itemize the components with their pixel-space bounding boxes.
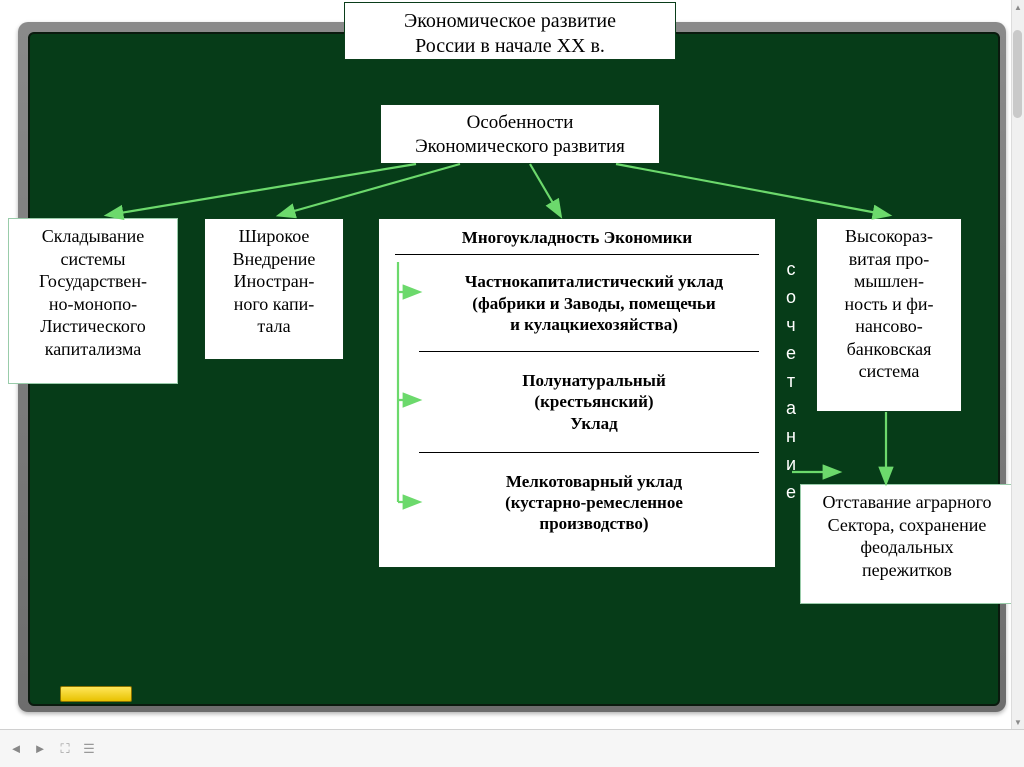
bb-l2: Сектора, сохранение [809,514,1005,537]
b1-l5: Листического [17,315,169,338]
features-box: Особенности Экономического развития [380,104,660,164]
next-slide-button[interactable]: ► [30,741,50,756]
branch-box-1: Складывание системы Государствен- но-мон… [8,218,178,384]
b4-l6: банковская [825,338,953,361]
chalk-eraser [60,686,132,702]
vw-4: е [782,340,802,368]
scroll-thumb[interactable] [1013,30,1022,118]
vw-8: и [782,451,802,479]
vertical-word: с о ч е т а н и е [782,256,802,507]
vw-7: н [782,423,802,451]
c2-l3: Уклад [421,413,767,434]
central-box: Многоукладность Экономики Частнокапитали… [378,218,776,568]
b1-l4: но-монопо- [17,293,169,316]
features-line2: Экономического развития [389,135,651,159]
title-line2: России в начале XX в. [353,34,667,59]
fullscreen-icon[interactable]: ⛶ [56,740,74,758]
b1-l1: Складывание [17,225,169,248]
c1-l3: и кулацкиехозяйства) [421,314,767,335]
central-header: Многоукладность Экономики [379,219,775,254]
vw-6: а [782,395,802,423]
bb-l4: пережитков [809,559,1005,582]
b4-l3: мышлен- [825,270,953,293]
c3-l3: производство) [421,513,767,534]
b2-l2: Внедрение [213,248,335,271]
b1-l6: капитализма [17,338,169,361]
branch-box-2: Широкое Внедрение Иностран- ного капи- т… [204,218,344,360]
b2-l5: тала [213,315,335,338]
b2-l4: ного капи- [213,293,335,316]
b1-l2: системы [17,248,169,271]
prev-slide-button[interactable]: ◄ [6,741,26,756]
c3-l1: Мелкотоварный уклад [421,471,767,492]
vw-5: т [782,368,802,396]
vw-3: ч [782,312,802,340]
b4-l5: нансово- [825,315,953,338]
vw-2: о [782,284,802,312]
b4-l7: система [825,360,953,383]
bottom-box: Отставание аграрного Сектора, сохранение… [800,484,1014,604]
vw-9: е [782,479,802,507]
branch-box-4: Высокораз- витая про- мышлен- ность и фи… [816,218,962,412]
scroll-up-icon[interactable]: ▲ [1012,0,1024,14]
title-line1: Экономическое развитие [353,9,667,34]
b4-l4: ность и фи- [825,293,953,316]
title-box: Экономическое развитие России в начале X… [344,2,676,60]
b2-l3: Иностран- [213,270,335,293]
vertical-scrollbar[interactable]: ▲ ▼ [1011,0,1024,729]
b2-l1: Широкое [213,225,335,248]
b4-l2: витая про- [825,248,953,271]
c1-l2: (фабрики и Заводы, помещечьи [421,293,767,314]
bb-l3: феодальных [809,536,1005,559]
vw-1: с [782,256,802,284]
menu-icon[interactable]: ☰ [80,740,98,758]
scroll-down-icon[interactable]: ▼ [1012,715,1024,729]
slide-toolbar: ◄ ► ⛶ ☰ [0,729,1024,767]
c1-l1: Частнокапиталистический уклад [421,271,767,292]
c3-l2: (кустарно-ремесленное [421,492,767,513]
c2-l1: Полунатуральный [421,370,767,391]
slide-canvas: Экономическое развитие России в начале X… [0,0,1024,767]
c2-l2: (крестьянский) [421,391,767,412]
b1-l3: Государствен- [17,270,169,293]
b4-l1: Высокораз- [825,225,953,248]
bb-l1: Отставание аграрного [809,491,1005,514]
features-line1: Особенности [389,111,651,135]
